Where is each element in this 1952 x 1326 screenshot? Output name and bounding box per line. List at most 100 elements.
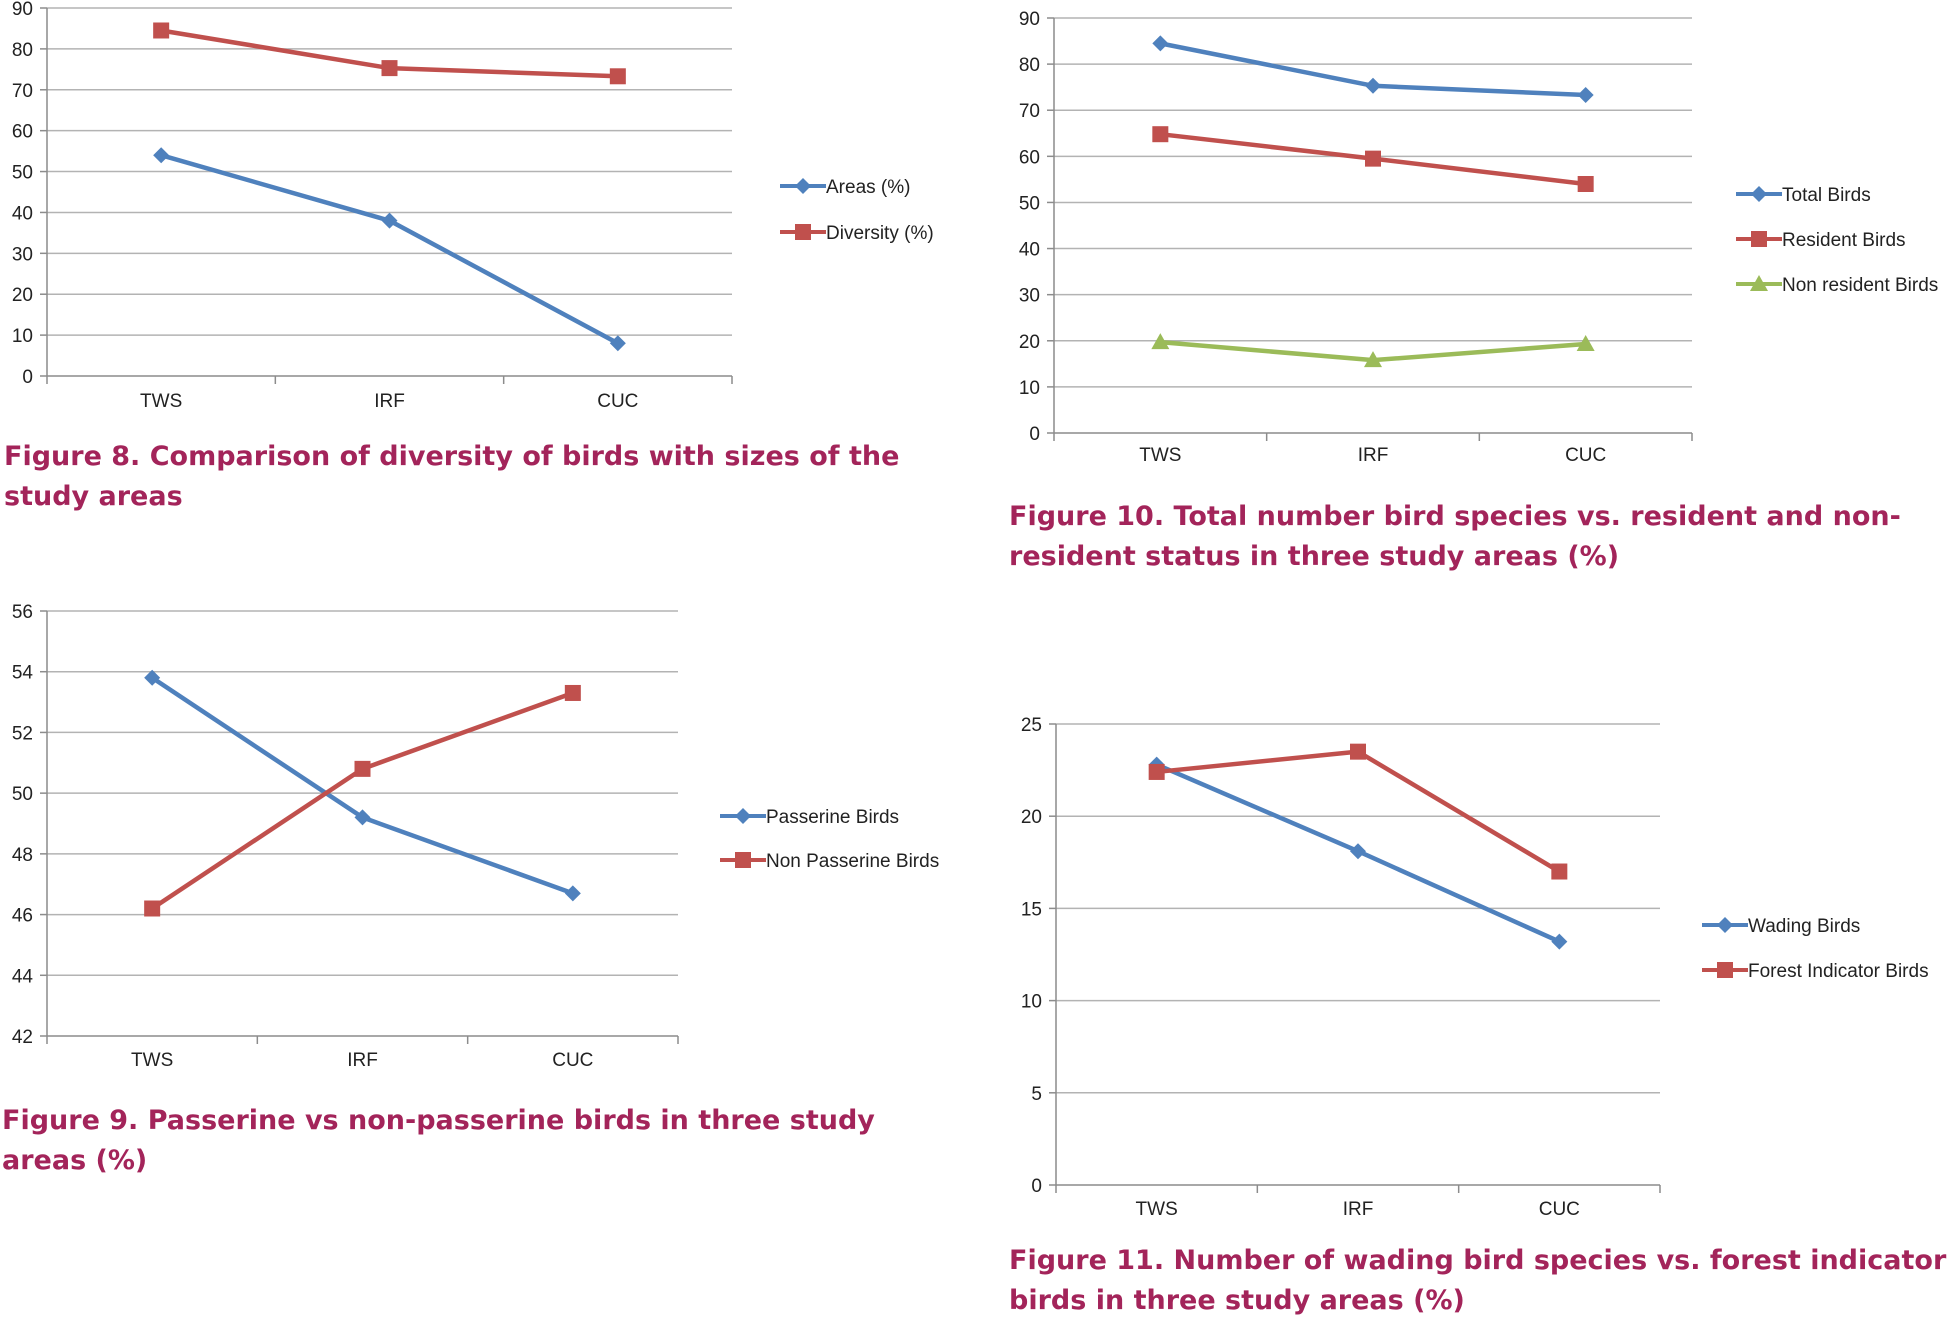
fig11-y-tick-label: 25 — [1021, 715, 1042, 736]
fig9-legend-marker — [735, 852, 751, 868]
fig8-data-point — [153, 147, 170, 164]
fig8-legend-marker — [795, 224, 811, 240]
fig8-x-tick-label: IRF — [374, 391, 405, 412]
fig10-y-tick-label: 70 — [1019, 101, 1040, 122]
fig8-legend-label: Diversity (%) — [826, 223, 934, 244]
fig9-data-point — [144, 900, 161, 917]
fig8-y-tick-label: 20 — [12, 285, 33, 306]
fig8-legend-marker — [795, 178, 811, 194]
fig11-legend-label: Forest Indicator Birds — [1748, 961, 1929, 982]
fig9-series-line — [150, 690, 574, 911]
fig9-x-tick-label: IRF — [347, 1050, 378, 1071]
fig8-y-tick-label: 70 — [12, 81, 33, 102]
fig9-data-point — [144, 669, 161, 686]
fig8-y-tick-label: 30 — [12, 244, 33, 265]
fig11-data-point — [1551, 933, 1568, 950]
fig8-data-point — [381, 212, 398, 229]
fig8-legend-label: Areas (%) — [826, 177, 910, 198]
fig9-data-point — [564, 684, 581, 701]
fig10-y-tick-label: 10 — [1019, 378, 1040, 399]
fig11-y-tick-label: 5 — [1031, 1084, 1042, 1105]
fig11-y-tick-label: 15 — [1021, 899, 1042, 920]
fig9-y-tick-label: 46 — [12, 906, 33, 927]
fig8-data-point — [609, 335, 626, 352]
fig10-y-tick-label: 0 — [1029, 424, 1040, 445]
fig8-data-point — [381, 60, 398, 77]
figure-8-caption: Figure 8. Comparison of diversity of bir… — [4, 441, 900, 512]
fig10-legend-marker — [1751, 231, 1767, 247]
fig10-data-point — [1152, 35, 1169, 52]
fig11-x-tick-label: IRF — [1343, 1199, 1374, 1220]
fig11-y-tick-label: 20 — [1021, 807, 1042, 828]
fig10-data-point — [1152, 126, 1169, 143]
fig10-legend-label: Non resident Birds — [1782, 275, 1938, 296]
fig10-data-point — [1365, 150, 1381, 167]
fig9-data-point — [354, 809, 371, 826]
fig9-data-point — [564, 885, 581, 902]
fig10-legend-label: Resident Birds — [1782, 230, 1906, 251]
fig9-x-tick-label: CUC — [552, 1050, 593, 1071]
fig9-y-tick-label: 42 — [12, 1027, 33, 1048]
fig8-y-tick-label: 90 — [12, 0, 33, 20]
fig10-y-tick-label: 60 — [1019, 147, 1040, 168]
fig9-y-tick-label: 54 — [12, 663, 34, 684]
fig8-series-line — [160, 153, 619, 346]
fig11-x-tick-label: CUC — [1539, 1199, 1580, 1220]
fig10-x-tick-label: TWS — [1139, 445, 1181, 466]
fig8-x-tick-label: CUC — [597, 391, 638, 412]
fig9-y-tick-label: 48 — [12, 845, 33, 866]
fig10-data-point — [1577, 176, 1594, 192]
fig11-legend-label: Wading Birds — [1748, 916, 1860, 937]
fig8-data-point — [153, 22, 170, 39]
fig8-y-tick-label: 10 — [12, 326, 33, 347]
figure-10-caption: Figure 10. Total number bird species vs.… — [1009, 501, 1901, 572]
fig10-y-tick-label: 80 — [1019, 55, 1040, 76]
fig8-x-tick-label: TWS — [140, 391, 182, 412]
fig10-data-point — [1576, 335, 1595, 352]
fig9-legend-label: Non Passerine Birds — [766, 851, 939, 872]
fig9-y-tick-label: 44 — [12, 966, 34, 987]
fig9-legend-label: Passerine Birds — [766, 807, 899, 828]
fig11-y-tick-label: 10 — [1021, 992, 1042, 1013]
fig10-data-point — [1577, 87, 1594, 104]
fig9-y-tick-label: 52 — [12, 723, 33, 744]
fig8-y-tick-label: 50 — [12, 163, 33, 184]
fig9-legend-marker — [735, 808, 751, 824]
fig10-y-tick-label: 40 — [1019, 240, 1040, 261]
fig8-y-tick-label: 60 — [12, 122, 33, 143]
fig11-data-point — [1350, 743, 1366, 760]
fig9-y-tick-label: 50 — [12, 784, 33, 805]
fig8-y-tick-label: 0 — [22, 367, 33, 388]
fig10-y-tick-label: 50 — [1019, 193, 1040, 214]
fig10-data-point — [1151, 333, 1170, 350]
fig11-data-point — [1148, 763, 1165, 780]
fig10-chart: 0 10 20 30 40 50 60 70 80 90 TWS IRF CUC Total Birds R… — [1019, 9, 1938, 466]
fig11-x-tick-label: TWS — [1136, 1199, 1178, 1220]
fig8-chart: 0 10 20 30 40 50 60 70 80 90 TWS IRF CUC Areas (%) Div… — [12, 0, 934, 412]
fig8-y-tick-label: 80 — [12, 40, 33, 61]
fig9-chart: 42 44 46 48 50 52 54 56 TWS IRF CUC Passerine Birds… — [12, 602, 939, 1071]
fig11-data-point — [1551, 863, 1568, 880]
fig10-y-tick-label: 20 — [1019, 332, 1040, 353]
fig10-y-tick-label: 30 — [1019, 286, 1040, 307]
fig10-data-point — [1364, 351, 1382, 368]
figure-11-caption: Figure 11. Number of wading bird species… — [1009, 1245, 1947, 1316]
fig11-y-tick-label: 0 — [1031, 1176, 1042, 1197]
figure-9-caption: Figure 9. Passerine vs non-passerine bir… — [2, 1105, 875, 1176]
fig11-legend-marker — [1717, 962, 1733, 978]
fig9-series-line — [150, 675, 574, 896]
fig11-legend-marker — [1717, 917, 1733, 933]
fig10-y-tick-label: 90 — [1019, 9, 1040, 30]
fig8-y-tick-label: 40 — [12, 203, 33, 224]
fig9-x-tick-label: TWS — [131, 1050, 173, 1071]
fig11-data-point — [1350, 843, 1366, 860]
fig9-data-point — [354, 760, 371, 777]
fig11-chart: 0 5 10 15 20 25 TWS IRF CUC Wading Birds Forest In… — [1021, 715, 1929, 1220]
fig10-legend-label: Total Birds — [1782, 185, 1871, 206]
fig10-legend-marker — [1751, 186, 1767, 202]
fig10-x-tick-label: IRF — [1358, 445, 1389, 466]
fig10-legend-marker — [1750, 275, 1768, 291]
fig8-data-point — [609, 68, 626, 85]
fig9-y-tick-label: 56 — [12, 602, 33, 623]
